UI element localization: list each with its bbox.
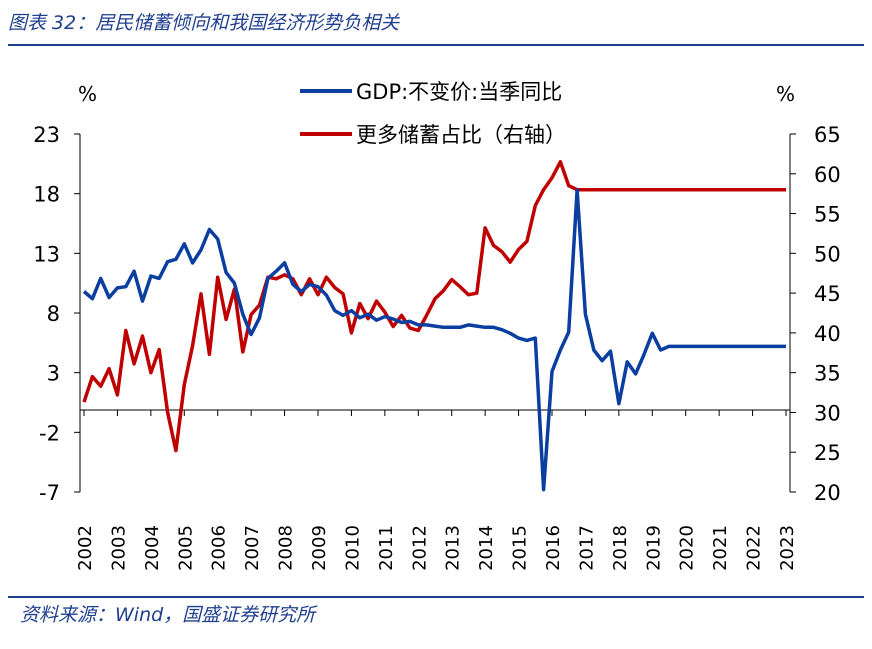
right-tick-label: 45 xyxy=(814,282,841,306)
right-tick-label: 35 xyxy=(814,362,841,386)
right-tick-label: 60 xyxy=(814,163,841,187)
x-tick-label: 2022 xyxy=(744,525,765,571)
left-tick-label: -7 xyxy=(39,481,60,505)
left-tick-label: 13 xyxy=(33,242,60,266)
chart: % % GDP:不变价:当季同比 更多储蓄占比（右轴） 23 18 13 8 3 -2 -7… xyxy=(33,80,841,571)
x-tick-label: 2023 xyxy=(777,525,798,571)
right-tick-label: 30 xyxy=(814,401,841,425)
left-tick-label: 18 xyxy=(33,183,60,207)
legend-label-savings: 更多储蓄占比（右轴） xyxy=(356,123,566,147)
x-tick-label: 2005 xyxy=(175,525,196,571)
right-axis: 65 60 55 50 45 40 35 30 25 20 xyxy=(790,123,841,505)
left-unit-label: % xyxy=(78,82,97,106)
series-line-savings xyxy=(82,160,786,453)
x-tick-label: 2014 xyxy=(476,525,497,571)
left-tick-label: 3 xyxy=(47,362,60,386)
x-tick-label: 2013 xyxy=(443,525,464,571)
right-unit-label: % xyxy=(776,82,795,106)
x-tick-label: 2017 xyxy=(576,525,597,571)
source-note: 资料来源：Wind，国盛证券研究所 xyxy=(20,604,316,626)
x-tick-label: 2011 xyxy=(376,525,397,571)
left-axis: 23 18 13 8 3 -2 -7 xyxy=(33,123,80,505)
right-tick-label: 25 xyxy=(814,441,841,465)
x-tick-label: 2010 xyxy=(342,525,363,571)
left-tick-label: -2 xyxy=(39,421,60,445)
legend-label-gdp: GDP:不变价:当季同比 xyxy=(356,80,562,104)
right-tick-label: 40 xyxy=(814,322,841,346)
x-tick-label: 2012 xyxy=(409,525,430,571)
right-tick-label: 50 xyxy=(814,242,841,266)
x-tick-label: 2018 xyxy=(610,525,631,571)
figure-title: 图表 32：居民储蓄倾向和我国经济形势负相关 xyxy=(8,12,400,34)
series-line-gdp xyxy=(82,188,786,492)
x-tick-label: 2020 xyxy=(677,525,698,571)
x-tick-label: 2006 xyxy=(209,525,230,571)
x-tick-label: 2007 xyxy=(242,525,263,571)
title-rule xyxy=(8,44,864,46)
right-tick-label: 65 xyxy=(814,123,841,147)
x-axis: 2002 2003 2004 2005 2006 2007 2008 2009 2010 2011… xyxy=(75,410,798,571)
source-rule xyxy=(8,596,864,598)
x-tick-label: 2015 xyxy=(510,525,531,571)
x-tick-label: 2003 xyxy=(108,525,129,571)
x-tick-label: 2002 xyxy=(75,525,96,571)
x-tick-label: 2008 xyxy=(276,525,297,571)
x-tick-label: 2021 xyxy=(710,525,731,571)
left-tick-label: 23 xyxy=(33,123,60,147)
right-tick-label: 55 xyxy=(814,203,841,227)
x-tick-label: 2009 xyxy=(309,525,330,571)
x-tick-label: 2004 xyxy=(142,525,163,571)
left-tick-label: 8 xyxy=(47,302,60,326)
legend: GDP:不变价:当季同比 更多储蓄占比（右轴） xyxy=(300,80,566,147)
x-tick-label: 2019 xyxy=(643,525,664,571)
x-tick-label: 2016 xyxy=(543,525,564,571)
right-tick-label: 20 xyxy=(814,481,841,505)
